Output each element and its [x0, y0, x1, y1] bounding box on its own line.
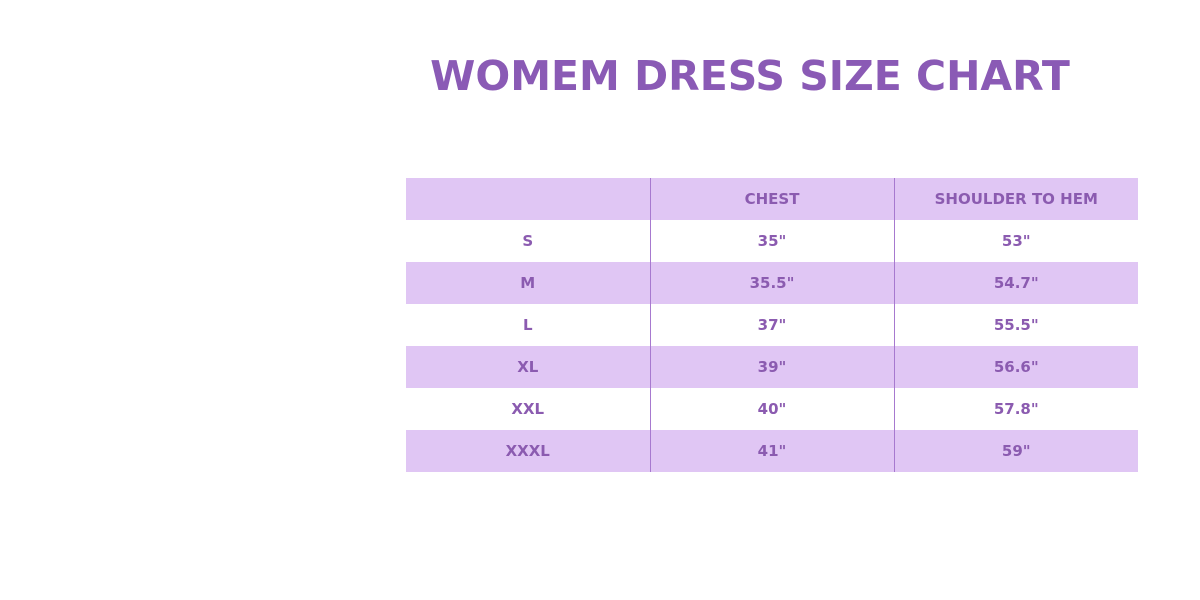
chest-cell: 35.5" [650, 262, 895, 304]
size-cell: M [406, 262, 651, 304]
size-chart-table: CHEST SHOULDER TO HEM S 35" 53" M 35.5" … [406, 178, 1138, 472]
header-cell-chest: CHEST [650, 178, 895, 220]
shoulder-to-hem-cell: 54.7" [894, 262, 1138, 304]
header-cell-shoulder-to-hem: SHOULDER TO HEM [894, 178, 1138, 220]
shoulder-to-hem-cell: 53" [1001, 232, 1031, 250]
size-cell: S [406, 220, 651, 262]
table-header-row: CHEST SHOULDER TO HEM [406, 178, 1138, 220]
chest-cell: 35" [650, 220, 895, 262]
chest-cell: 40" [650, 388, 895, 430]
shoulder-to-hem-cell: 59" [894, 430, 1138, 472]
chest-cell: 41" [650, 430, 895, 472]
size-cell: XXXL [406, 430, 651, 472]
header-cell-size [406, 178, 651, 220]
size-cell: L [406, 304, 651, 346]
table-row: S 35" 53" [406, 220, 1138, 262]
table-row: XXXL 41" 59" [406, 430, 1138, 472]
table-row: L 37" 55.5" [406, 304, 1138, 346]
table-row: M 35.5" 54.7" [406, 262, 1138, 304]
size-cell: XL [406, 346, 651, 388]
chest-cell: 37" [650, 304, 895, 346]
size-cell: XXL [406, 388, 651, 430]
table-row: XXL 40" 57.8" [406, 388, 1138, 430]
page-title: WOMEM DRESS SIZE CHART [430, 52, 1070, 100]
table-row: XL 39" 56.6" [406, 346, 1138, 388]
shoulder-to-hem-cell: 57.8" [993, 400, 1039, 418]
shoulder-to-hem-cell: 55.5" [993, 316, 1039, 334]
chest-cell: 39" [650, 346, 895, 388]
shoulder-to-hem-cell: 56.6" [894, 346, 1138, 388]
